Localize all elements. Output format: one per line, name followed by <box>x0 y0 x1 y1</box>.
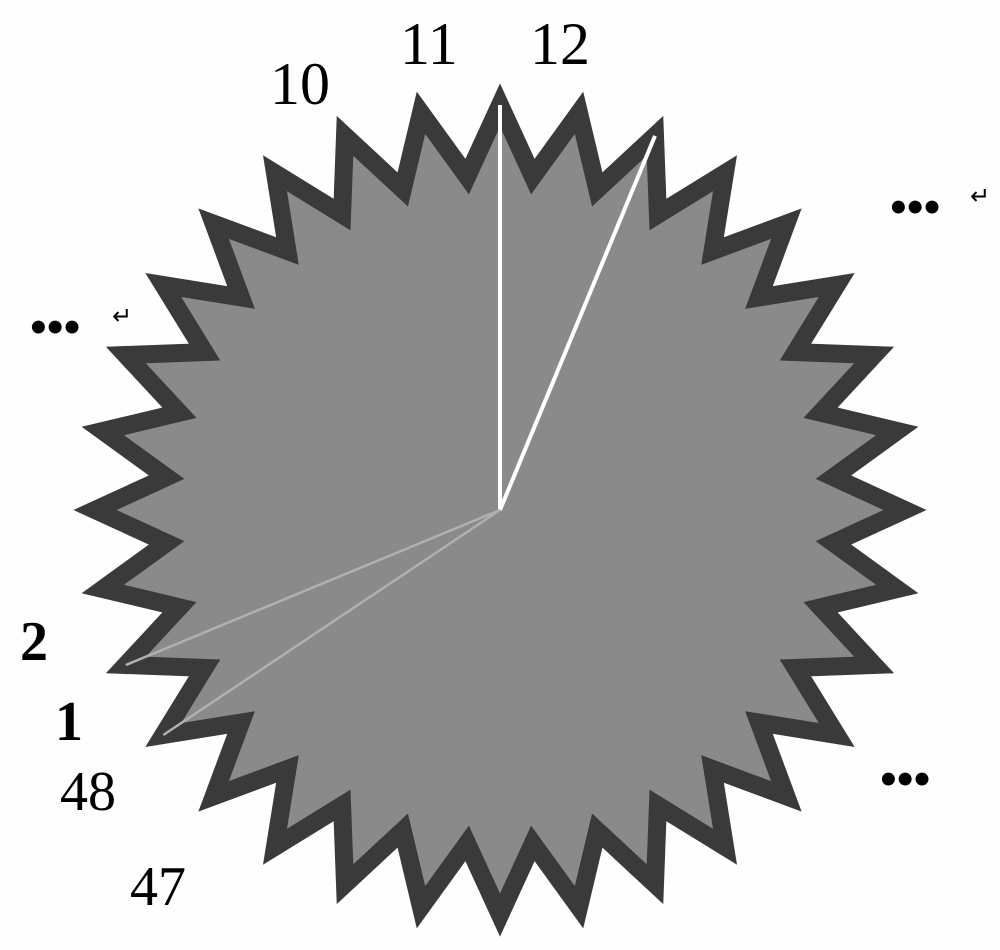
ellipsis-top-right: ••• <box>890 180 940 235</box>
tooth-label-47: 47 <box>130 855 186 919</box>
tooth-label-12: 12 <box>530 10 590 79</box>
ellipsis-bottom-right: ••• <box>880 752 930 807</box>
tooth-label-11: 11 <box>400 10 458 79</box>
gear-svg <box>0 0 1000 945</box>
ellipsis-top-left: ••• <box>30 300 80 355</box>
gear-diagram: 10 11 12 2 1 48 47 ••• ↵ ••• ↵ ••• <box>0 0 1000 945</box>
tooth-label-1: 1 <box>55 690 83 754</box>
tooth-label-48: 48 <box>60 760 116 824</box>
ellipsis-top-left-arrow: ↵ <box>112 302 132 331</box>
tooth-label-2: 2 <box>20 610 48 674</box>
ellipsis-top-right-arrow: ↵ <box>970 182 990 211</box>
tooth-label-10: 10 <box>270 50 330 119</box>
